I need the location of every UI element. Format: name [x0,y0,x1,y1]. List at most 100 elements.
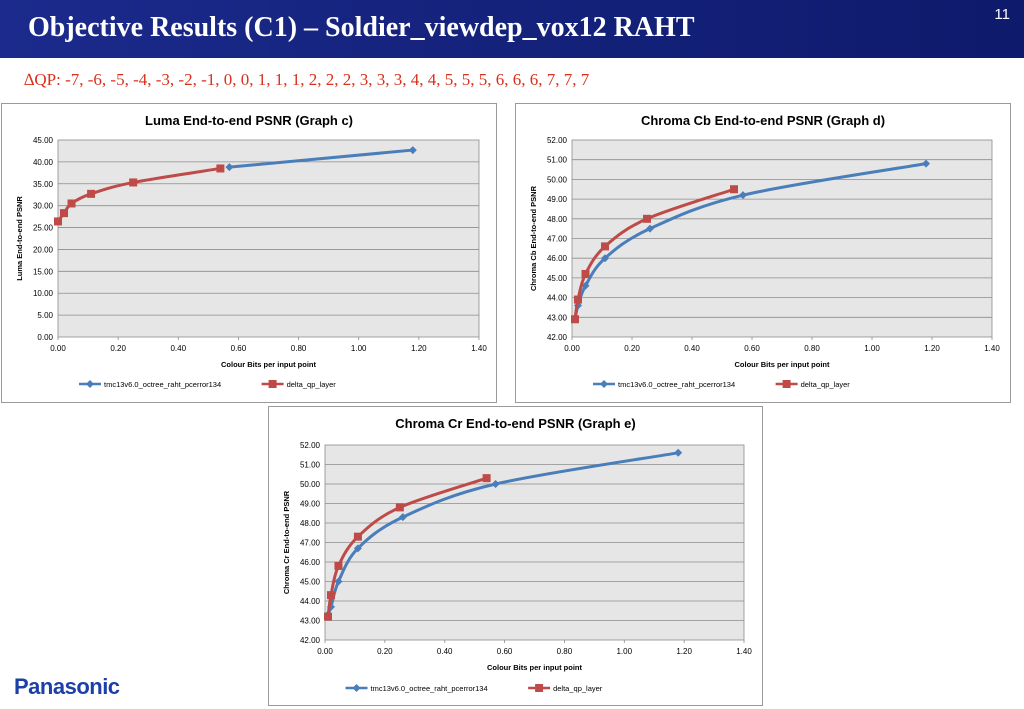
data-point [323,612,332,621]
y-tick-label: 42.00 [300,636,321,645]
x-axis-label: Colour Bits per input point [487,663,582,672]
legend-marker [86,380,94,388]
x-tick-label: 0.20 [624,344,640,353]
y-tick-label: 45.00 [33,136,54,145]
legend-marker [600,380,608,388]
data-point [398,513,407,522]
y-tick-label: 50.00 [547,175,568,184]
x-tick-label: 0.60 [231,344,247,353]
x-axis-label: Colour Bits per input point [735,360,830,369]
x-tick-label: 1.00 [351,344,367,353]
legend-marker [535,684,544,692]
x-tick-label: 0.80 [804,344,820,353]
slide-number: 11 [994,6,1010,23]
x-axis-label: Colour Bits per input point [221,360,316,369]
data-point [574,295,582,304]
legend-label: tmc13v6.0_octree_raht_pcerror134 [618,380,735,389]
data-point [408,146,417,155]
x-tick-label: 0.60 [497,647,513,656]
data-point [581,281,590,290]
legend-marker [268,380,277,388]
data-point [601,242,609,251]
data-point [571,315,579,324]
x-tick-label: 0.80 [291,344,307,353]
x-tick-label: 1.00 [616,647,632,656]
chroma-cr-psnr-chart: Chroma Cr End-to-end PSNR (Graph e) 42.00… [268,406,763,706]
data-point [67,199,76,208]
legend-label: tmc13v6.0_octree_raht_pcerror134 [371,684,488,693]
y-tick-label: 52.00 [300,441,321,450]
y-tick-label: 43.00 [547,313,568,322]
x-tick-label: 0.40 [170,344,186,353]
data-point [87,189,96,198]
chroma-cb-psnr-chart-svg: Chroma Cb End-to-end PSNR (Graph d) 42.00… [529,113,1000,389]
x-tick-label: 0.00 [564,344,580,353]
y-tick-label: 10.00 [33,289,54,298]
luma-psnr-chart: Luma End-to-end PSNR (Graph c) 0.00 5.00 10… [1,103,497,403]
series-delta-qp-layer [54,164,225,226]
data-point [129,178,138,187]
legend-label: delta_qp_layer [553,684,603,693]
data-point [225,163,234,172]
data-point [922,159,930,168]
y-tick-label: 25.00 [33,224,54,233]
y-axis-label: Luma End-to-end PSNR [15,196,24,281]
y-tick-label: 40.00 [33,158,54,167]
luma-psnr-chart-svg: Luma End-to-end PSNR (Graph c) 0.00 5.00 10… [15,113,487,389]
x-tick-label: 0.60 [744,344,760,353]
data-point [730,185,738,194]
y-tick-label: 15.00 [33,267,54,276]
delta-qp-list: ∆QP: -7, -6, -5, -4, -3, -2, -1, 0, 0, 1… [24,70,590,89]
plot-area [57,139,480,338]
y-tick-label: 49.00 [300,500,321,509]
y-tick-label: 42.00 [547,333,568,342]
legend-label: delta_qp_layer [287,380,337,389]
x-tick-label: 1.20 [411,344,427,353]
chroma-cr-psnr-chart-svg: Chroma Cr End-to-end PSNR (Graph e) 42.00… [282,416,752,693]
y-tick-label: 20.00 [33,245,54,254]
x-tick-label: 0.00 [317,647,333,656]
data-point [326,591,335,600]
y-tick-label: 43.00 [300,617,321,626]
y-tick-label: 49.00 [547,195,568,204]
data-point [643,214,651,223]
data-point [54,217,62,226]
data-point [581,269,590,278]
data-point [491,480,500,488]
x-tick-label: 0.20 [110,344,126,353]
data-point [216,164,225,173]
y-tick-label: 52.00 [547,136,568,145]
x-tick-label: 1.40 [984,344,1000,353]
y-tick-label: 44.00 [547,294,568,303]
y-tick-label: 47.00 [547,235,568,244]
legend-marker [782,380,791,388]
y-axis-label: Chroma Cr End-to-end PSNR [282,490,291,594]
data-point [353,532,362,541]
y-tick-label: 30.00 [33,202,54,211]
y-tick-label: 44.00 [300,597,321,606]
data-point [739,191,747,200]
y-tick-label: 46.00 [547,254,568,263]
y-tick-label: 5.00 [37,311,53,320]
series-tmc13 [225,146,417,172]
data-point [482,474,491,483]
data-point [353,544,362,553]
x-tick-label: 1.20 [924,344,940,353]
y-axis-label: Chroma Cb End-to-end PSNR [529,185,538,291]
x-tick-label: 0.20 [377,647,393,656]
y-tick-label: 51.00 [300,461,321,470]
data-point [334,577,343,586]
y-tick-label: 35.00 [33,180,54,189]
y-tick-label: 51.00 [547,156,568,165]
slide-header: Objective Results (C1) – Soldier_viewdep… [0,0,1024,58]
series-delta-qp-layer [571,185,738,324]
y-tick-label: 48.00 [300,519,321,528]
chart-title: Chroma Cr End-to-end PSNR (Graph e) [395,416,636,431]
chart-title: Chroma Cb End-to-end PSNR (Graph d) [641,113,885,128]
data-point [601,254,609,263]
y-tick-label: 45.00 [547,274,568,283]
y-tick-label: 45.00 [300,578,321,587]
y-tick-label: 48.00 [547,215,568,224]
chart-title: Luma End-to-end PSNR (Graph c) [145,113,353,128]
data-point [395,503,404,512]
